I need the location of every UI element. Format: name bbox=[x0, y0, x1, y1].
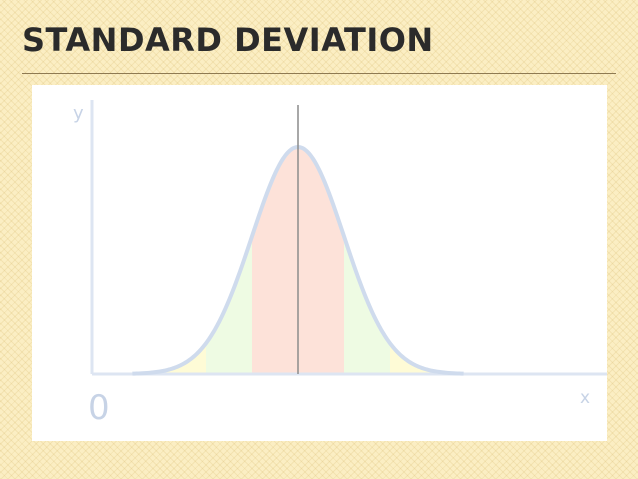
normal-distribution-chart: y x 0 bbox=[32, 85, 607, 441]
chart-canvas: y x 0 bbox=[73, 100, 607, 428]
sd-band bbox=[390, 343, 436, 374]
title-underline bbox=[22, 73, 616, 74]
x-axis-label: x bbox=[580, 388, 590, 408]
y-axis-label: y bbox=[73, 103, 84, 124]
sd-band bbox=[160, 343, 206, 374]
slide-title: STANDARD DEVIATION bbox=[22, 21, 434, 59]
origin-label: 0 bbox=[88, 388, 110, 428]
